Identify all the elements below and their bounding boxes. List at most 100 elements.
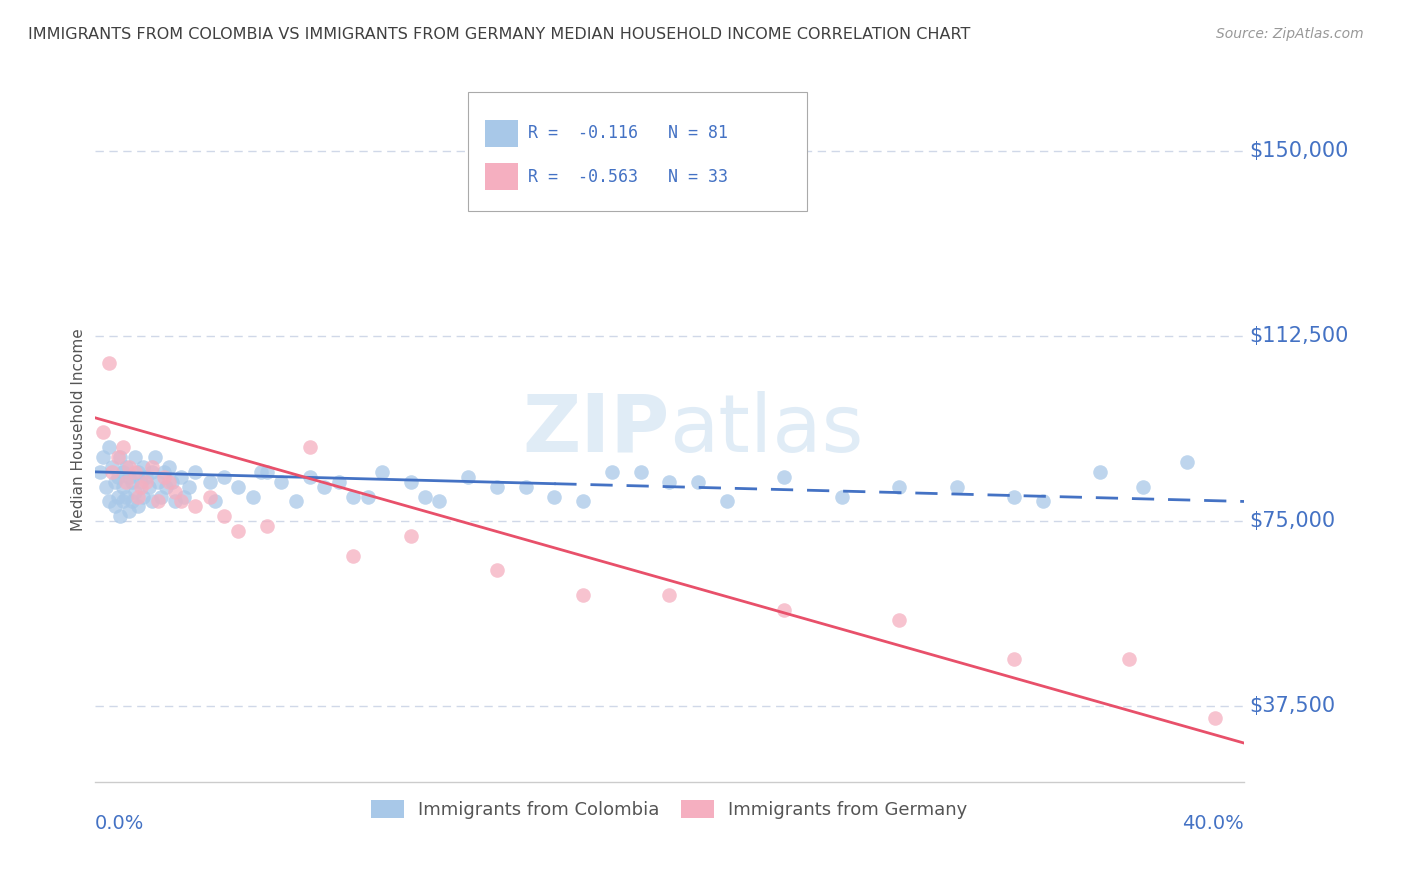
Point <box>121 475 143 489</box>
Point <box>716 494 738 508</box>
Point <box>132 490 155 504</box>
Point <box>112 465 135 479</box>
Point <box>184 500 207 514</box>
Bar <box>485 120 517 146</box>
Point <box>399 529 422 543</box>
Point <box>1002 490 1025 504</box>
Point <box>256 519 278 533</box>
Point <box>204 494 226 508</box>
Point <box>485 480 508 494</box>
Point <box>107 470 129 484</box>
Point <box>135 470 157 484</box>
Point <box>515 480 537 494</box>
Point <box>198 490 221 504</box>
Point <box>141 494 163 508</box>
Text: IMMIGRANTS FROM COLOMBIA VS IMMIGRANTS FROM GERMANY MEDIAN HOUSEHOLD INCOME CORR: IMMIGRANTS FROM COLOMBIA VS IMMIGRANTS F… <box>28 27 970 42</box>
Point <box>101 465 124 479</box>
Point <box>600 465 623 479</box>
Point <box>831 490 853 504</box>
Point <box>226 524 249 538</box>
Point <box>1204 711 1226 725</box>
Point <box>89 465 111 479</box>
Point <box>94 480 117 494</box>
Point <box>124 450 146 464</box>
Point <box>1032 494 1054 508</box>
Text: ZIP: ZIP <box>522 391 669 469</box>
Point <box>163 484 186 499</box>
Point <box>1002 652 1025 666</box>
Point <box>127 500 149 514</box>
Y-axis label: Median Household Income: Median Household Income <box>72 328 86 532</box>
Bar <box>485 163 517 190</box>
Point <box>658 588 681 602</box>
Point <box>97 440 120 454</box>
Point <box>146 475 169 489</box>
Point <box>107 450 129 464</box>
Point <box>115 459 138 474</box>
Point <box>299 470 322 484</box>
Point <box>132 459 155 474</box>
Point <box>773 470 796 484</box>
Point <box>1090 465 1112 479</box>
Point <box>170 494 193 508</box>
Point <box>889 480 911 494</box>
Point <box>101 459 124 474</box>
Text: 0.0%: 0.0% <box>94 814 143 833</box>
Point <box>299 440 322 454</box>
Point <box>226 480 249 494</box>
Point <box>543 490 565 504</box>
Text: R =  -0.116   N = 81: R = -0.116 N = 81 <box>527 124 728 142</box>
Point <box>413 490 436 504</box>
Text: $37,500: $37,500 <box>1250 696 1336 716</box>
Point <box>658 475 681 489</box>
Point <box>97 494 120 508</box>
Text: Source: ZipAtlas.com: Source: ZipAtlas.com <box>1216 27 1364 41</box>
Point <box>112 480 135 494</box>
Point <box>115 475 138 489</box>
FancyBboxPatch shape <box>468 92 807 211</box>
Text: $112,500: $112,500 <box>1250 326 1350 346</box>
Point <box>112 440 135 454</box>
Point <box>129 475 152 489</box>
Point <box>152 470 174 484</box>
Point <box>157 459 180 474</box>
Point <box>143 450 166 464</box>
Point <box>889 613 911 627</box>
Point <box>97 356 120 370</box>
Point <box>356 490 378 504</box>
Point <box>256 465 278 479</box>
Point <box>124 465 146 479</box>
Point <box>179 480 201 494</box>
Point <box>198 475 221 489</box>
Point <box>945 480 967 494</box>
Point <box>457 470 479 484</box>
Point <box>152 465 174 479</box>
Point <box>135 475 157 489</box>
Text: R =  -0.563   N = 33: R = -0.563 N = 33 <box>527 168 728 186</box>
Point <box>314 480 336 494</box>
Point <box>163 494 186 508</box>
Point <box>1175 455 1198 469</box>
Point <box>1132 480 1154 494</box>
Point <box>104 475 127 489</box>
Point <box>371 465 394 479</box>
Point <box>1118 652 1140 666</box>
Point <box>112 494 135 508</box>
Point <box>110 450 132 464</box>
Point <box>342 490 364 504</box>
Point <box>91 450 114 464</box>
Point <box>157 475 180 489</box>
Point <box>328 475 350 489</box>
Point <box>138 480 160 494</box>
Point <box>250 465 273 479</box>
Point <box>160 475 183 489</box>
Point <box>104 500 127 514</box>
Point <box>572 588 595 602</box>
Point <box>115 490 138 504</box>
Point <box>399 475 422 489</box>
Point <box>284 494 307 508</box>
Point <box>127 465 149 479</box>
Point <box>110 509 132 524</box>
Point <box>149 490 172 504</box>
Text: $75,000: $75,000 <box>1250 511 1336 531</box>
